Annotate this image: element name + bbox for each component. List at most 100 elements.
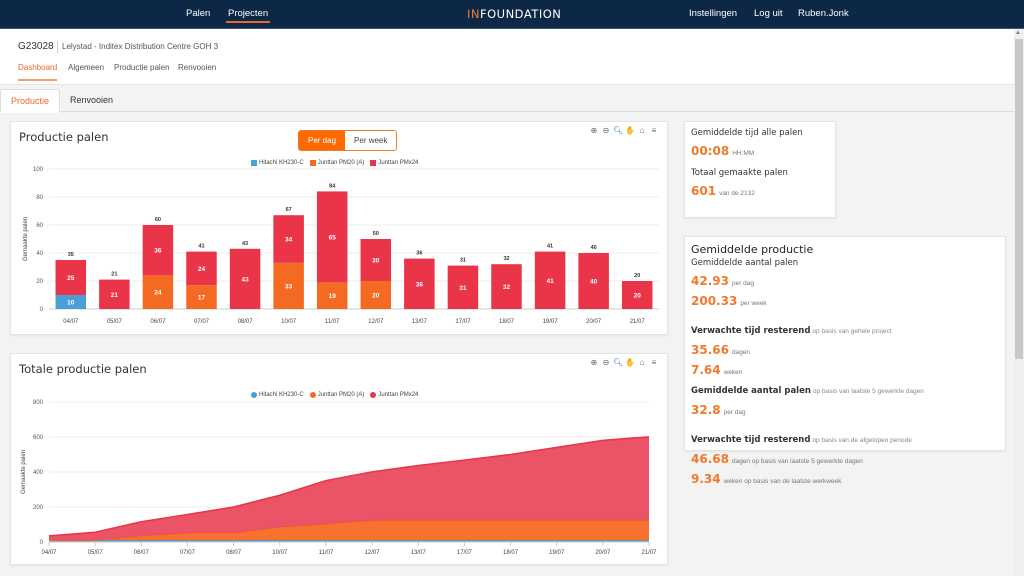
nav-log-uit[interactable]: Log uit bbox=[754, 8, 783, 19]
legend-label: Hitachi KH230-C bbox=[259, 160, 304, 166]
zoom-out-icon[interactable]: ⊖ bbox=[602, 126, 610, 135]
logo-in: IN bbox=[467, 7, 480, 21]
pan-icon[interactable]: ✋ bbox=[625, 126, 635, 135]
zoom-in-icon[interactable]: ⊕ bbox=[590, 358, 598, 367]
y-tick-label: 800 bbox=[33, 400, 44, 406]
logo-rest: FOUNDATION bbox=[480, 7, 562, 21]
bar-segment bbox=[491, 264, 522, 309]
bar-total-label: 31 bbox=[460, 258, 466, 264]
subtab-renvooien[interactable]: Renvooien bbox=[178, 63, 217, 72]
total-unit: van de 2132 bbox=[719, 190, 755, 197]
x-tick-label: 13/07 bbox=[411, 550, 427, 556]
avg-production-card: Gemiddelde productie Gemiddelde aantal p… bbox=[684, 236, 1006, 485]
bar-data-label: 20 bbox=[372, 293, 380, 300]
bar-data-label: 30 bbox=[372, 258, 380, 265]
bar-data-label: 36 bbox=[416, 281, 424, 288]
bar-total-label: 60 bbox=[155, 217, 161, 223]
x-tick-label: 05/07 bbox=[88, 550, 104, 556]
legend-swatch bbox=[251, 160, 257, 166]
remaining-label: Verwachte tijd resterend bbox=[691, 325, 811, 336]
x-tick-label: 07/07 bbox=[194, 319, 210, 325]
legend-item[interactable]: Junttan PMx24 bbox=[370, 160, 418, 166]
tab-renvooien[interactable]: Renvooien bbox=[70, 95, 114, 105]
subtab-algemeen[interactable]: Algemeen bbox=[68, 63, 105, 72]
subtab-dashboard[interactable]: Dashboard bbox=[18, 63, 58, 81]
zoom-select-icon[interactable]: 🔍︎ bbox=[613, 358, 624, 367]
legend-swatch bbox=[370, 160, 377, 166]
bar-data-label: 17 bbox=[198, 295, 206, 302]
project-header: G23028 Lelystad - Inditex Distribution C… bbox=[0, 29, 1014, 85]
nav-palen[interactable]: Palen bbox=[186, 8, 211, 19]
bar-total-label: 43 bbox=[242, 241, 248, 247]
nav-instellingen[interactable]: Instellingen bbox=[689, 8, 738, 19]
bar-segment bbox=[316, 191, 348, 283]
area-series bbox=[49, 520, 649, 541]
period-toggle: Per dag Per week bbox=[298, 130, 398, 151]
bar-data-label: 33 bbox=[285, 283, 293, 290]
remaining2-days-unit: dagen op basis van laatste 5 gewerkte da… bbox=[731, 457, 863, 465]
avg5-value: 32.8 bbox=[691, 402, 721, 417]
x-tick-label: 12/07 bbox=[365, 550, 381, 556]
total-label: Totaal gemaakte palen bbox=[691, 168, 788, 178]
remaining-days-unit: dagen bbox=[731, 348, 751, 356]
x-tick-label: 18/07 bbox=[503, 550, 519, 556]
x-tick-label: 19/07 bbox=[543, 319, 559, 325]
home-icon[interactable]: ⌂ bbox=[639, 358, 645, 367]
nav-user[interactable]: Ruben.Jonk bbox=[798, 8, 849, 19]
bar-total-label: 40 bbox=[591, 245, 597, 251]
scroll-up-icon[interactable]: ▲ bbox=[1015, 30, 1021, 36]
y-axis-label: Gemaakte palen bbox=[23, 217, 29, 261]
page-scrollbar[interactable]: ▲ bbox=[1014, 29, 1024, 576]
x-tick-label: 06/07 bbox=[134, 550, 150, 556]
zoom-out-icon[interactable]: ⊖ bbox=[602, 358, 610, 367]
legend-item[interactable]: Hitachi KH230-C bbox=[251, 160, 304, 166]
y-tick-label: 0 bbox=[40, 540, 44, 546]
chart-toolbar: ⊕ ⊖ 🔍︎ ✋ ⌂ ≡ bbox=[589, 358, 659, 367]
chart-legend: Hitachi KH230-C Junttan PM20 (A) Junttan… bbox=[251, 392, 418, 398]
avg-palen-label: Gemiddelde aantal palen bbox=[691, 258, 799, 268]
bar-segment bbox=[621, 281, 653, 309]
legend-swatch bbox=[309, 160, 316, 166]
remaining2-label: Verwachte tijd resterend bbox=[691, 434, 811, 445]
per-week-button[interactable]: Per week bbox=[345, 131, 397, 150]
y-tick-label: 60 bbox=[36, 223, 43, 229]
avg5-unit: per dag bbox=[723, 408, 746, 416]
area-series bbox=[49, 436, 649, 541]
scrollbar-thumb[interactable] bbox=[1015, 39, 1023, 359]
bar-data-label: 34 bbox=[285, 237, 293, 244]
zoom-select-icon[interactable]: 🔍︎ bbox=[613, 126, 624, 135]
bar-segment bbox=[186, 285, 217, 309]
bar-total-label: 41 bbox=[547, 244, 553, 250]
menu-icon[interactable]: ≡ bbox=[651, 126, 657, 135]
bar-total-label: 84 bbox=[329, 183, 336, 189]
bar-total-label: 41 bbox=[198, 244, 204, 250]
bar-data-label: 10 bbox=[67, 300, 75, 307]
subtab-productie-palen[interactable]: Productie palen bbox=[114, 63, 170, 72]
legend-item[interactable]: Junttan PM20 (A) bbox=[309, 160, 364, 166]
x-tick-label: 21/07 bbox=[630, 319, 646, 325]
bar-data-label: 21 bbox=[111, 292, 119, 299]
x-tick-label: 19/07 bbox=[549, 550, 565, 556]
bar-segment bbox=[578, 253, 609, 309]
y-tick-label: 0 bbox=[40, 307, 44, 313]
zoom-in-icon[interactable]: ⊕ bbox=[590, 126, 598, 135]
home-icon[interactable]: ⌂ bbox=[639, 126, 645, 135]
y-tick-label: 600 bbox=[33, 435, 44, 441]
infoundation-logo[interactable]: INFOUNDATION bbox=[467, 7, 561, 21]
tab-productie[interactable]: Productie bbox=[0, 89, 61, 113]
menu-icon[interactable]: ≡ bbox=[651, 358, 657, 367]
bar-total-label: 50 bbox=[373, 231, 379, 237]
legend-item[interactable]: Junttan PM20 (A) bbox=[309, 392, 364, 398]
legend-item[interactable]: Junttan PMx24 bbox=[370, 392, 418, 398]
nav-projecten[interactable]: Projecten bbox=[225, 0, 271, 28]
area-chart: 0 200 400 600 800 Gemaakte palen 04/07 05/07 06/… bbox=[21, 400, 657, 556]
x-tick-label: 11/07 bbox=[325, 319, 340, 325]
legend-swatch bbox=[370, 392, 377, 398]
per-dag-button[interactable]: Per dag bbox=[299, 131, 346, 150]
bar-segment bbox=[186, 251, 217, 286]
divider bbox=[57, 41, 58, 53]
legend-item[interactable]: Hitachi KH230-C bbox=[251, 392, 304, 398]
per-day-unit: per dag bbox=[731, 279, 755, 287]
x-tick-label: 04/07 bbox=[41, 550, 57, 556]
pan-icon[interactable]: ✋ bbox=[625, 358, 635, 367]
